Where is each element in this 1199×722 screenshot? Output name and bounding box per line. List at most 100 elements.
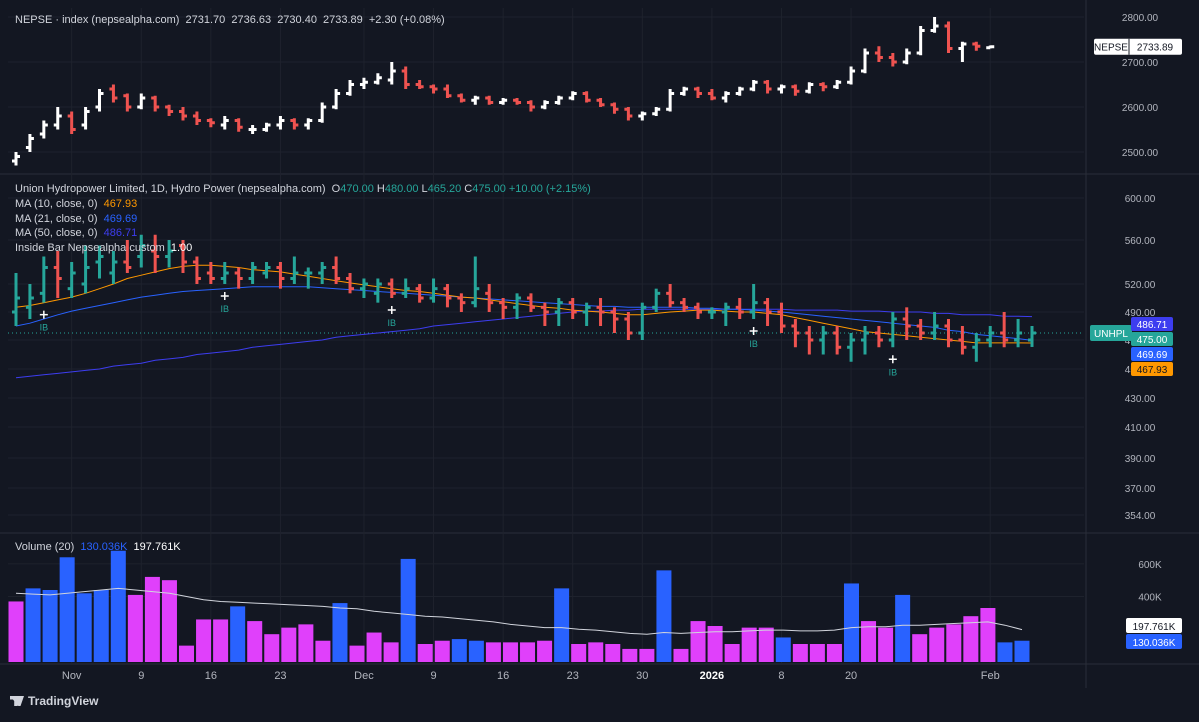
ib-legend[interactable]: Inside Bar Nepsealpha custom 1.00 bbox=[15, 242, 195, 254]
ma21-value: 469.69 bbox=[103, 213, 138, 225]
nepse-bar bbox=[429, 84, 438, 94]
volume-bar bbox=[758, 627, 774, 662]
ma21-label: MA (21, close, 0) bbox=[15, 213, 98, 225]
unhpl-bar bbox=[568, 298, 577, 319]
nepse-bar bbox=[95, 89, 104, 112]
unhpl-bar bbox=[485, 284, 494, 312]
unhpl-tick-label: 490.00 bbox=[1125, 308, 1156, 319]
nepse-pane[interactable] bbox=[12, 17, 995, 166]
unhpl-tick-label: 390.00 bbox=[1125, 454, 1156, 465]
nepse-bar bbox=[833, 80, 842, 89]
nepse-bar bbox=[791, 84, 800, 96]
nepse-bar bbox=[179, 107, 188, 121]
inside-bar-label: IB bbox=[889, 367, 898, 377]
nepse-bar bbox=[916, 26, 925, 56]
ma10-legend[interactable]: MA (10, close, 0) 467.93 bbox=[15, 198, 140, 210]
nepse-tick-label: 2500.00 bbox=[1122, 148, 1159, 159]
unhpl-bar bbox=[680, 298, 689, 312]
unhpl-bar bbox=[596, 298, 605, 326]
nepse-bar bbox=[471, 95, 480, 105]
unhpl-bar bbox=[12, 273, 20, 326]
unhpl-bar bbox=[401, 278, 410, 298]
volume-bar bbox=[230, 606, 246, 662]
unhpl-bar bbox=[415, 284, 424, 303]
unhpl-bar bbox=[958, 326, 967, 355]
volume-bar bbox=[571, 644, 587, 662]
ma50-legend[interactable]: MA (50, close, 0) 486.71 bbox=[15, 227, 140, 239]
nepse-bar bbox=[304, 118, 313, 130]
unhpl-bar bbox=[582, 302, 591, 326]
volume-bar bbox=[213, 619, 229, 662]
volume-bar bbox=[912, 634, 928, 662]
high-value: 480.00 bbox=[384, 183, 419, 195]
unhpl-bar bbox=[735, 298, 744, 319]
unhpl-bar bbox=[318, 262, 327, 284]
nepse-title: NEPSE · index (nepsealpha.com) bbox=[15, 14, 180, 26]
ib-label: Inside Bar Nepsealpha custom bbox=[15, 242, 165, 254]
nepse-bar bbox=[109, 84, 118, 103]
nepse-bar bbox=[749, 80, 758, 92]
nepse-bar bbox=[902, 48, 911, 65]
unhpl-bar bbox=[290, 256, 299, 284]
time-axis-label: 2026 bbox=[700, 670, 724, 682]
nepse-bar bbox=[220, 116, 229, 130]
unhpl-bar bbox=[749, 284, 758, 319]
nepse-bar bbox=[680, 86, 689, 96]
volume-ma-line bbox=[15, 587, 1023, 635]
volume-bar bbox=[25, 588, 41, 662]
volume-pane[interactable] bbox=[8, 550, 1030, 662]
unhpl-bar bbox=[721, 302, 730, 326]
volume-bar bbox=[179, 645, 195, 662]
nepse-bar bbox=[540, 100, 549, 110]
nepse-bar bbox=[165, 104, 174, 116]
tradingview-logo[interactable]: TradingView bbox=[10, 694, 98, 708]
volume-bar bbox=[366, 632, 382, 662]
volume-legend[interactable]: Volume (20) 130.036K 197.761K bbox=[15, 541, 184, 553]
inside-bar-label: IB bbox=[40, 323, 49, 333]
nepse-bar bbox=[359, 77, 368, 89]
unhpl-bar bbox=[81, 245, 90, 294]
price-axis[interactable]: 2500.00 2600.00 2700.00 2800.00 NEPSE 2733.89… bbox=[1090, 13, 1182, 649]
ma21-legend[interactable]: MA (21, close, 0) 469.69 bbox=[15, 213, 140, 225]
time-axis[interactable]: Nov 9 16 23 Dec 9 16 23 30 2026 8 20 Feb bbox=[62, 670, 1000, 682]
nepse-tick-label: 2800.00 bbox=[1122, 13, 1159, 24]
volume-bar bbox=[878, 627, 894, 662]
nepse-close: 2733.89 bbox=[323, 14, 363, 26]
nepse-bar bbox=[624, 107, 633, 121]
unhpl-bar bbox=[373, 278, 382, 303]
unhpl-bar bbox=[944, 319, 953, 348]
unhpl-bar bbox=[638, 302, 647, 340]
volume-last-label: 197.761K bbox=[1133, 622, 1176, 633]
volume-bar bbox=[434, 640, 450, 662]
time-axis-label: 9 bbox=[138, 670, 144, 682]
volume-label: Volume (20) bbox=[15, 541, 75, 553]
unhpl-bar bbox=[930, 312, 939, 340]
volume-bar bbox=[196, 619, 212, 662]
unhpl-pane[interactable]: IB IB IB IB IB bbox=[8, 234, 1084, 379]
volume-bar bbox=[502, 642, 518, 662]
volume-bar bbox=[826, 644, 842, 662]
volume-bar bbox=[59, 557, 75, 662]
unhpl-price-label: 475.00 bbox=[1137, 335, 1168, 346]
inside-bar-marker: IB bbox=[388, 306, 396, 328]
unhpl-bar bbox=[67, 262, 76, 298]
unhpl-bar bbox=[262, 262, 271, 279]
unhpl-tick-label: 354.00 bbox=[1125, 511, 1156, 522]
nepse-bar bbox=[526, 100, 535, 112]
tradingview-logo-text: TradingView bbox=[28, 694, 99, 708]
unhpl-bar bbox=[137, 234, 146, 268]
nepse-bar bbox=[513, 98, 522, 105]
unhpl-tick-label: 430.00 bbox=[1125, 394, 1156, 405]
nepse-legend: NEPSE · index (nepsealpha.com) 2731.70 2… bbox=[15, 14, 448, 26]
low-value: 465.20 bbox=[427, 183, 462, 195]
unhpl-bar bbox=[109, 251, 118, 284]
nepse-bar bbox=[972, 41, 981, 51]
unhpl-bar bbox=[666, 284, 675, 308]
nepse-high: 2736.63 bbox=[231, 14, 272, 26]
unhpl-bar bbox=[165, 240, 174, 268]
nepse-bar bbox=[12, 152, 20, 166]
nepse-last-value: 2733.89 bbox=[1137, 43, 1174, 54]
nepse-bar bbox=[874, 46, 883, 62]
